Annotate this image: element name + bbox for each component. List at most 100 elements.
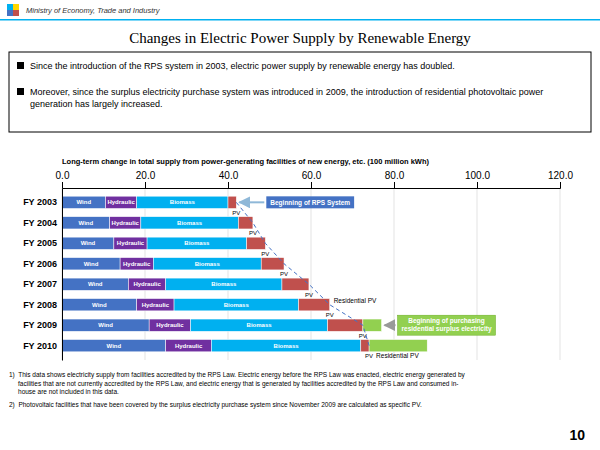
- bar: [62, 237, 114, 249]
- annotation-box-rect: [266, 196, 354, 208]
- segment-label: PV: [359, 333, 367, 339]
- segment-label: Biomass: [177, 220, 203, 226]
- grid-line: [228, 188, 229, 360]
- tick: 120.0: [548, 170, 573, 188]
- bar: [114, 237, 147, 249]
- tick-label: 100.0: [465, 170, 490, 181]
- tick: 100.0: [465, 170, 490, 188]
- bar: [174, 299, 298, 311]
- annotation-box: Beginning of RPS System: [266, 196, 354, 208]
- annotation-text: Residential PV: [376, 352, 419, 359]
- segment-label: Wind: [92, 302, 107, 308]
- annotation-box: Beginning of purchasingresidential surpl…: [398, 315, 496, 335]
- text-line: Beginning of purchasing: [408, 317, 485, 325]
- title: Changes in Electric Power Supply by Rene…: [129, 30, 471, 46]
- series-3: [228, 196, 369, 352]
- tick: 0.0: [56, 170, 70, 188]
- bar: [137, 196, 228, 208]
- tick: FY 2009: [23, 320, 62, 330]
- tick-label: 120.0: [548, 170, 573, 181]
- tick-label: FY 2004: [23, 218, 57, 228]
- bullet-text: Moreover, since the surplus electricity …: [30, 87, 546, 109]
- bar: [106, 196, 137, 208]
- tick-label: 20.0: [136, 170, 156, 181]
- segment-label: Biomass: [224, 302, 250, 308]
- text-line: Since the introduction of the RPS system…: [30, 61, 455, 71]
- tick: FY 2007: [23, 279, 62, 289]
- segment-label: Hydraulic: [133, 281, 161, 287]
- plot-area: [62, 196, 427, 352]
- tick-mark: [228, 182, 229, 188]
- text-line: facilities that are not currently accred…: [9, 380, 458, 388]
- bar: [120, 258, 153, 270]
- bar: [62, 258, 120, 270]
- segment-label: Wind: [98, 322, 113, 328]
- segment-label: Hydraulic: [175, 343, 203, 349]
- text-line: residential surplus electricity: [402, 325, 492, 333]
- bar: [191, 319, 328, 331]
- bar: [149, 319, 191, 331]
- segment-label: Hydraulic: [156, 322, 184, 328]
- segment-label: Biomass: [247, 322, 273, 328]
- axis-line: [62, 189, 63, 361]
- annotation-text: Beginning of purchasingresidential surpl…: [402, 317, 492, 333]
- subtitle: Long-term change in total supply from po…: [62, 157, 429, 166]
- tick-mark: [477, 182, 478, 188]
- tick-mark: [62, 182, 63, 188]
- bullet-box: [9, 52, 591, 132]
- annotation-arrow: [239, 201, 264, 203]
- bar: [62, 299, 137, 311]
- segment-label: Wind: [84, 261, 99, 267]
- bar: [361, 340, 369, 352]
- bullet-marker: [17, 62, 24, 69]
- grid-line: [62, 188, 63, 360]
- text-line: house are not included in this data.: [9, 388, 119, 395]
- logo: [7, 4, 19, 16]
- grid: [62, 188, 560, 360]
- segment-label: Biomass: [211, 281, 237, 287]
- bar: [238, 217, 253, 229]
- segment-label: Hydraulic: [123, 261, 151, 267]
- tick-mark: [145, 182, 146, 188]
- bar: [329, 299, 330, 311]
- tick-label: FY 2010: [23, 341, 57, 351]
- tick: FY 2003: [23, 197, 62, 207]
- annotations: Beginning of RPS System Residential PV Beg…: [239, 196, 495, 359]
- tick: 60.0: [302, 170, 322, 188]
- bar: [137, 299, 174, 311]
- grid-line: [311, 188, 312, 360]
- pv-end-line: [236, 202, 369, 345]
- text-line: 2) Photovoltaic facilities that have bee…: [9, 401, 422, 409]
- footnote: 1) This data shows electricity supply fr…: [9, 371, 466, 395]
- text-line: Beginning of RPS System: [270, 199, 350, 207]
- logo-square: [13, 10, 19, 16]
- segment-label: Wind: [88, 281, 103, 287]
- segment-labels: WindWindWindWindWindWindWindWindHydrauli…: [76, 199, 373, 359]
- bar: [363, 319, 382, 331]
- segment-label: Hydraulic: [142, 302, 170, 308]
- tick-mark: [394, 182, 395, 188]
- header-line: [0, 19, 600, 21]
- segment-label: Wind: [107, 343, 122, 349]
- bar: [62, 340, 166, 352]
- segment-label: Biomass: [195, 261, 221, 267]
- bar: [141, 217, 239, 229]
- segment-label: Hydraulic: [112, 220, 140, 226]
- y-axis: FY 2003FY 2004FY 2005FY 2006FY 2007FY 20…: [23, 189, 62, 361]
- segment-label: PV: [326, 312, 334, 318]
- segment-label: Hydraulic: [117, 240, 145, 246]
- tick-label: 40.0: [219, 170, 239, 181]
- tick: FY 2005: [23, 238, 62, 248]
- annotation-text: Residential PV: [334, 297, 377, 304]
- segment-label: Hydraulic: [107, 199, 135, 205]
- series-2: [137, 196, 361, 352]
- tick: 80.0: [385, 170, 405, 188]
- segment-label: PV: [305, 292, 313, 298]
- tick: FY 2008: [23, 300, 62, 310]
- segment-label: PV: [365, 353, 373, 359]
- segment-label: Wind: [81, 240, 96, 246]
- tick-label: 0.0: [56, 170, 70, 181]
- tick-label: FY 2009: [23, 320, 57, 330]
- grid-line: [145, 188, 146, 360]
- x-axis: 0.0 20.0 40.0 60.0 80.0 100.0 120.0: [56, 170, 574, 189]
